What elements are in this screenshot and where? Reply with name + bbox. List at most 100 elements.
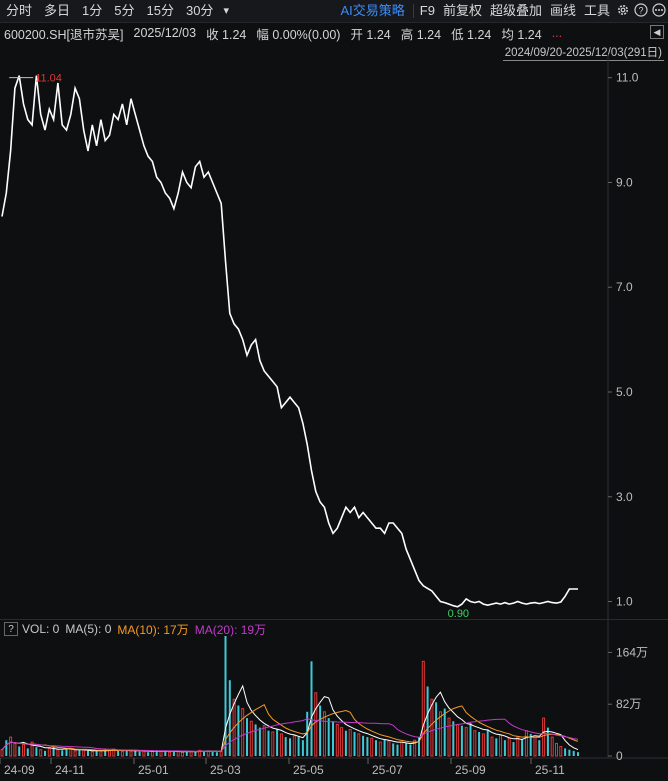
- volume-bar: [44, 750, 46, 756]
- volume-bar: [405, 743, 408, 756]
- more-icon[interactable]: [650, 0, 668, 22]
- volume-bar: [138, 751, 141, 756]
- volume-bar: [301, 740, 304, 756]
- volume-bar: [568, 749, 571, 756]
- volume-bar: [418, 737, 420, 756]
- ma20-value: MA(20): 19万: [194, 622, 267, 637]
- volume-bar: [82, 749, 86, 757]
- volume-bar: [322, 711, 326, 757]
- forward-adjust-button[interactable]: 前复权: [442, 3, 482, 18]
- volume-bar: [168, 751, 172, 757]
- volume-bar: [353, 732, 356, 756]
- volume-bar: [366, 737, 369, 756]
- tab-15min[interactable]: 15分: [146, 3, 174, 18]
- volume-bar: [375, 740, 377, 756]
- quote-info-bar: 600200.SH[退市苏吴] 2025/12/03 收 1.24 幅 0.00…: [0, 23, 668, 43]
- volume-bar: [538, 740, 541, 756]
- volume-bar: [224, 636, 227, 756]
- draw-line-button[interactable]: 画线: [549, 3, 576, 18]
- volume-bar: [443, 708, 446, 756]
- tab-5min[interactable]: 5分: [114, 3, 135, 18]
- volume-header: ? VOL: 0 MA(5): 0 MA(10): 17万 MA(20): 19…: [0, 619, 668, 638]
- more-info-button[interactable]: ...: [551, 26, 563, 40]
- volume-bar: [52, 746, 55, 756]
- volume-bar: [73, 750, 77, 757]
- volume-bar: [387, 740, 391, 757]
- volume-bar: [383, 739, 386, 756]
- volume-bar: [0, 749, 4, 757]
- price-tick-label: 7.0: [616, 280, 633, 294]
- volume-bar: [5, 740, 8, 756]
- volume-bar: [176, 751, 180, 757]
- volume-bar: [198, 749, 202, 757]
- volume-bar: [181, 751, 184, 757]
- volume-bar: [486, 729, 489, 756]
- low-price: 低 1.24: [451, 27, 492, 42]
- f9-button[interactable]: F9: [419, 3, 435, 18]
- volume-bar: [564, 748, 567, 756]
- divider: [412, 4, 414, 18]
- volume-bar: [481, 733, 485, 757]
- volume-tick-label: 0: [616, 749, 623, 763]
- volume-bar: [297, 737, 300, 756]
- volume-bar: [426, 686, 429, 756]
- date-range-label[interactable]: 2024/09/20-2025/12/03(291日): [502, 44, 664, 61]
- tab-multi-day[interactable]: 多日: [44, 3, 71, 18]
- volume-bar: [335, 723, 339, 757]
- volume-bar: [577, 752, 579, 756]
- volume-bar: [392, 743, 395, 756]
- super-overlay-button[interactable]: 超级叠加: [489, 3, 542, 18]
- tab-1min[interactable]: 1分: [82, 3, 103, 18]
- collapse-panel-icon[interactable]: ◀: [650, 25, 664, 39]
- volume-bar: [503, 740, 506, 756]
- volume-bar: [542, 717, 546, 757]
- gear-icon[interactable]: [614, 0, 632, 22]
- volume-help-icon[interactable]: ?: [4, 622, 18, 636]
- volume-bar: [292, 735, 296, 757]
- volume-bar: [456, 723, 460, 757]
- volume-bar: [378, 741, 382, 757]
- tab-30min[interactable]: 30分: [185, 3, 214, 18]
- price-tick-label: 5.0: [616, 385, 633, 399]
- quote-date: 2025/12/03: [133, 26, 197, 40]
- high-price: 高 1.24: [400, 27, 442, 42]
- volume-bar: [215, 752, 218, 756]
- svg-text:?: ?: [638, 6, 643, 16]
- volume-bar: [473, 730, 477, 757]
- stock-symbol: 600200.SH[退市苏吴]: [4, 27, 124, 42]
- volume-bar: [155, 750, 158, 756]
- volume-bar: [362, 735, 365, 756]
- volume-bar: [409, 744, 412, 756]
- volume-bar: [258, 727, 261, 756]
- volume-bar: [90, 751, 94, 757]
- volume-bar: [438, 711, 442, 757]
- period-dropdown-icon[interactable]: ▾: [223, 5, 229, 17]
- vol-value: VOL: 0: [22, 622, 60, 636]
- date-tick-label: 25-07: [372, 763, 403, 777]
- ma5-value: MA(5): 0: [65, 622, 112, 636]
- volume-bar: [348, 729, 352, 757]
- volume-bar: [241, 708, 245, 757]
- ai-strategy-button[interactable]: AI交易策略: [340, 3, 405, 18]
- volume-bar: [47, 747, 51, 757]
- volume-bar: [104, 749, 107, 756]
- volume-bar: [284, 737, 287, 756]
- volume-bar: [30, 741, 34, 757]
- volume-bar: [421, 660, 425, 757]
- volume-bar: [267, 730, 270, 756]
- help-icon[interactable]: ?: [632, 0, 650, 22]
- tools-button[interactable]: 工具: [583, 3, 610, 18]
- volume-bar: [129, 750, 133, 757]
- volume-bar: [65, 748, 68, 756]
- volume-bar: [108, 749, 111, 757]
- avg-price: 均 1.24: [501, 27, 542, 42]
- volume-bar: [194, 752, 197, 756]
- date-tick-label: 25-03: [210, 763, 241, 777]
- volume-bar: [327, 718, 330, 756]
- volume-bar: [185, 750, 188, 756]
- tab-intraday[interactable]: 分时: [6, 3, 33, 18]
- volume-bar: [26, 748, 29, 756]
- volume-bar: [232, 698, 236, 757]
- volume-bar: [452, 721, 455, 756]
